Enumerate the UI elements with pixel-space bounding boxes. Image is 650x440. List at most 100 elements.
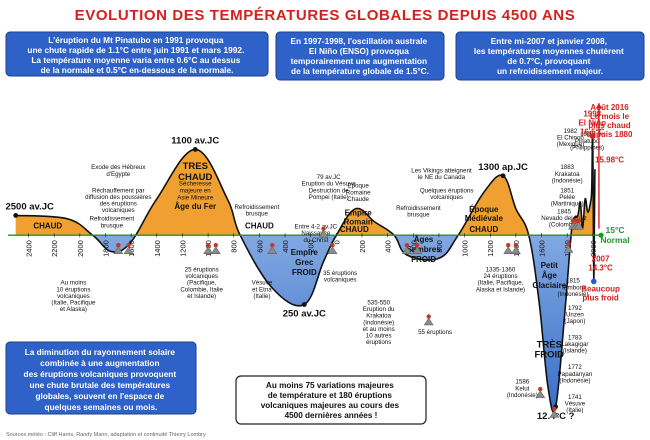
x-tick-label: 2000 <box>76 240 85 257</box>
svg-text:Au moins 75 variations majeure: Au moins 75 variations majeures de tempé… <box>261 381 402 420</box>
event-label-line: 15.98°C <box>595 156 624 165</box>
annotation-line: 1815 <box>566 278 580 285</box>
annotation-line: Lakagigar <box>561 341 588 348</box>
eruption-plume-icon <box>538 386 543 392</box>
annotation-line: Chaude <box>347 196 369 203</box>
eruption-plume-icon <box>404 243 410 248</box>
volcano-icon <box>203 246 214 254</box>
info-box-line: une chute rapide de 1.1°C entre juin 199… <box>27 45 244 55</box>
annotation: 535-550 Eruption du Krakatoa (Indonésie) et … <box>363 300 395 347</box>
annotation-line: Nevado del Ruiz <box>541 215 586 222</box>
info-box-line: des éruptions volcaniques provoquent <box>24 369 177 379</box>
info-box-line: El Niño (ENSO) provoqua <box>309 46 409 56</box>
event-marker <box>589 133 596 139</box>
eruption-plume-icon <box>205 243 211 248</box>
x-tick-label: 400 <box>281 240 290 253</box>
warm-era-label: CHAUD <box>469 225 498 234</box>
annotation-line: 24 éruptions <box>483 273 517 280</box>
x-tick-label: 2000 <box>589 240 598 257</box>
annotation-line: du Christ <box>303 237 328 244</box>
eruption-plume-icon <box>570 218 576 223</box>
eruption-plume-icon <box>126 243 131 248</box>
annotation-line: Quelques éruptions <box>420 187 474 194</box>
warming-arrow-head <box>595 103 602 109</box>
event-label: Août 2016 Le mois le plus chaud depuis 1880 <box>587 103 633 139</box>
annotation-line: 10 éruptions <box>56 286 90 293</box>
plot-area: 2400220020001800160014001200100080060040… <box>5 103 633 422</box>
cold-era-label: Petit Âge Glaciaire <box>532 261 566 290</box>
annotation: 25 éruptions volcaniques (Pacifique, Colomb… <box>180 267 223 300</box>
x-tick-label: 1600 <box>538 240 547 257</box>
x-tick-label: 1000 <box>461 240 470 257</box>
annotation-line: 1982 <box>564 128 578 135</box>
event-label-line: 2007 <box>592 255 610 264</box>
cold-era-label-line: FROID <box>411 255 436 264</box>
event-label-line: 1998 <box>583 109 601 118</box>
annotation: 1792 Unzen (Japon) <box>564 305 585 325</box>
warm-era-label-line: CHAUD <box>469 225 498 234</box>
warm-era-label: CHAUD <box>33 222 62 231</box>
volcano-icon <box>318 229 329 238</box>
annotation: Refroidissement brusque <box>90 216 135 230</box>
svg-text:La diminution du rayonnement s: La diminution du rayonnement solaire com… <box>24 347 179 412</box>
annotation-line: 35 éruptions <box>323 270 357 277</box>
warm-era-label-line: CHAUD <box>340 225 369 234</box>
annotation-line: Tambora <box>561 284 586 291</box>
x-tick-label: 600 <box>255 240 264 253</box>
annotation-line: volcaniques <box>324 276 357 283</box>
annotation-line: brusque <box>246 210 269 217</box>
volcano-icon <box>423 317 434 326</box>
annotation-line: (Pacifique, <box>187 280 217 287</box>
annotation-line: (Philippines) <box>570 144 604 151</box>
info-box-line: de la température globale de 1.5°C. <box>291 66 429 76</box>
annotation-line: 1845 <box>557 208 571 215</box>
baseline-label: 15°C Normal <box>600 225 629 245</box>
annotation-line: d'Egypte <box>106 171 130 178</box>
info-box-line: La diminution du rayonnement solaire <box>25 347 176 357</box>
annotation-line: des éruptions <box>100 201 137 208</box>
annotation-line: 1991 <box>580 131 594 138</box>
annotation-line: Naissance <box>301 230 330 237</box>
annotation: 1335-1360 24 éruptions (Italie, Pacifique,… <box>476 267 525 294</box>
info-box-solar: La diminution du rayonnement solaire com… <box>5 341 197 415</box>
summary-line: de température et 180 éruptions <box>268 391 393 400</box>
annotation: Entre 4-2 av.JC Naissance du Christ <box>295 224 338 244</box>
annotation-line: diffusion des poussières <box>85 194 151 201</box>
eruption-plume-icon <box>116 243 121 248</box>
event-label-line: Le mois le <box>590 112 630 121</box>
info-box-2007-cooling: Entre mi-2007 et janvier 2008, les tempé… <box>455 31 645 81</box>
info-box-line: La température moyenne varia entre 0.6°C… <box>31 55 240 65</box>
volcano-icon <box>327 246 338 254</box>
warm-era-label: Époque Médiévale <box>465 205 504 223</box>
annotation-line: Krakatoa <box>366 313 391 320</box>
annotation: 1741 Vésuve (Italie) <box>565 394 586 414</box>
x-tick-label: 1200 <box>178 240 187 257</box>
x-tick-label: 200 <box>358 240 367 253</box>
warm-area <box>15 136 595 236</box>
annotation-line: 1772 <box>568 364 582 371</box>
warm-era-label-line: Époque <box>469 205 499 214</box>
event-label: 2007 14.3°C <box>588 255 613 273</box>
warm-era-label-line: Empire <box>345 208 373 217</box>
summary-line: volcaniques majeures au cours des <box>261 401 400 410</box>
volcano-icon <box>535 390 546 398</box>
annotation-line: 10 autres <box>366 333 392 340</box>
warm-era-label-line: TRES <box>183 161 208 172</box>
cold-era-label-line: Glaciaire <box>532 281 566 290</box>
annotation-line: (Colombie) <box>549 222 579 229</box>
chart-title: EVOLUTION DES TEMPÉRATURES GLOBALES DEPU… <box>75 7 576 24</box>
warm-era-note-line: majeure en <box>180 188 212 195</box>
warm-era-label: TRES CHAUD <box>178 161 212 183</box>
annotation-line: (Italie) <box>566 407 583 414</box>
annotation-line: Colombie, Italie <box>180 286 223 293</box>
annotation: 1783 Lakagigar (Islande) <box>561 334 588 354</box>
volcano-icon <box>401 246 412 254</box>
annotation: 1851 Pelée (Martinique) <box>551 187 584 207</box>
info-box-line: quelques semaines ou mois. <box>45 402 158 412</box>
event-label-line: 16.5°C <box>580 127 605 136</box>
volcano-icon <box>267 246 278 254</box>
annotation-line: 1883 <box>560 164 574 171</box>
cold-era-label-line: Sombres <box>406 245 441 254</box>
info-box-el-nino: En 1997-1998, l'oscillation australe El … <box>275 31 445 81</box>
warm-era-label-line: CHAUD <box>178 172 212 183</box>
